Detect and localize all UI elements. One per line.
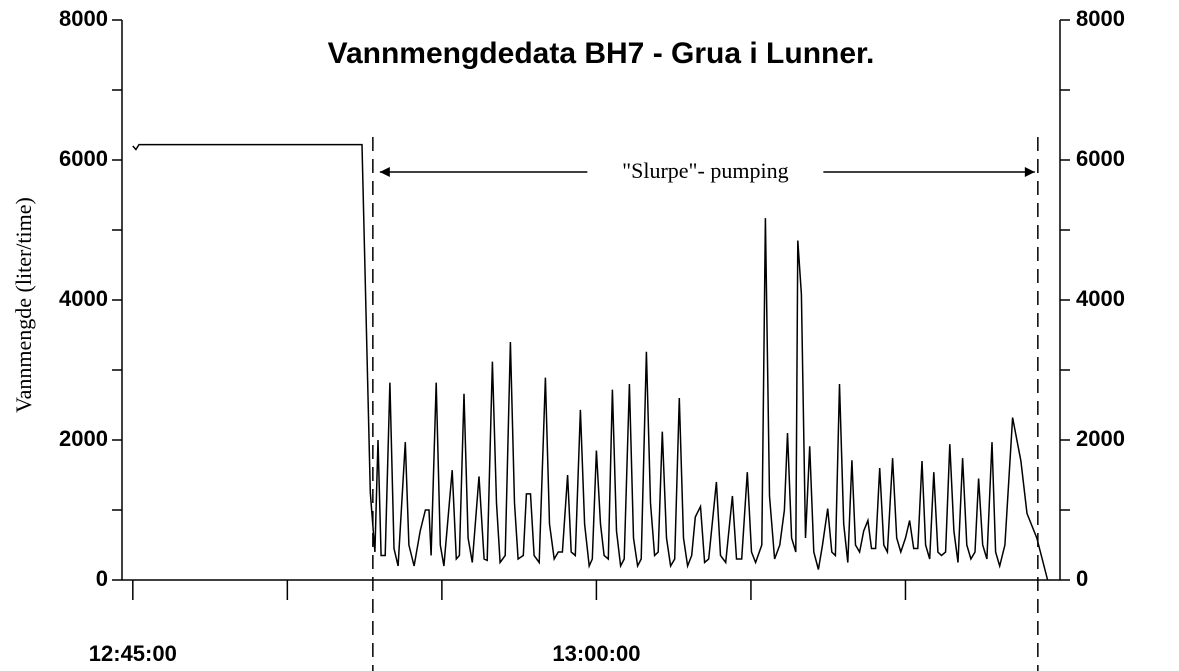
x-tick-label: 12:45:00: [89, 641, 177, 666]
y2-tick-label: 2000: [1076, 426, 1125, 451]
y2-tick-label: 8000: [1076, 6, 1125, 31]
y-tick-label: 4000: [59, 286, 108, 311]
data-line: [132, 143, 1049, 581]
y2-tick-label: 0: [1076, 566, 1088, 591]
annotation-bg: [587, 158, 824, 186]
y-tick-label: 2000: [59, 426, 108, 451]
y-tick-label: 6000: [59, 146, 108, 171]
annotation: "Slurpe"- pumping: [622, 158, 788, 183]
y2-tick-label: 6000: [1076, 146, 1125, 171]
y-tick-label: 0: [96, 566, 108, 591]
chart-title: Vannmengdedata BH7 - Grua i Lunner.: [328, 37, 875, 70]
y-tick-label: 8000: [59, 6, 108, 31]
y2-tick-label: 4000: [1076, 286, 1125, 311]
y-axis-label: Vannmengde (liter/time): [11, 197, 36, 413]
x-tick-label: 13:00:00: [552, 641, 640, 666]
